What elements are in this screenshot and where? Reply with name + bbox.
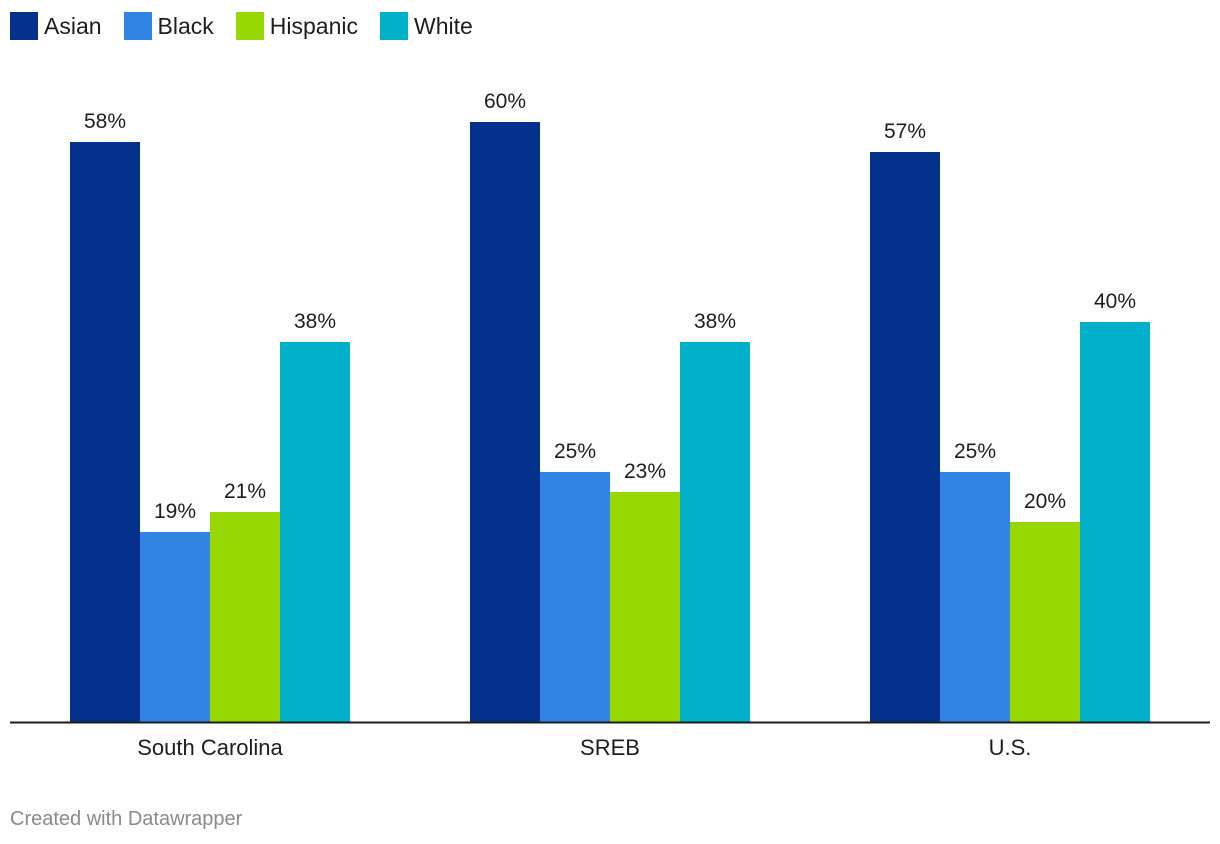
legend-label-hispanic: Hispanic [269, 12, 359, 39]
data-label-u-s-black: 25% [954, 440, 996, 463]
legend: Asian Black Hispanic White [10, 12, 473, 40]
data-label-south-carolina-white: 38% [294, 310, 336, 333]
category-label-sreb: SREB [580, 735, 640, 760]
legend-label-asian: Asian [44, 12, 102, 39]
legend-swatch-black [123, 12, 152, 40]
data-label-south-carolina-hispanic: 21% [224, 480, 266, 503]
bar-south-carolina-asian [70, 142, 140, 722]
bar-south-carolina-hispanic [210, 512, 280, 722]
legend-item-asian: Asian [10, 12, 102, 40]
bar-sreb-asian [470, 122, 540, 722]
legend-item-hispanic: Hispanic [235, 12, 359, 40]
bar-sreb-black [540, 472, 610, 722]
data-label-u-s-asian: 57% [884, 120, 926, 143]
data-label-sreb-hispanic: 23% [624, 460, 666, 483]
data-label-u-s-white: 40% [1094, 290, 1136, 313]
legend-item-black: Black [123, 12, 214, 40]
data-label-south-carolina-asian: 58% [84, 110, 126, 133]
legend-swatch-white [380, 12, 409, 40]
bar-south-carolina-black [140, 532, 210, 722]
bar-sreb-white [680, 342, 750, 722]
bar-u-s-white [1080, 322, 1150, 722]
footer-credit: Created with Datawrapper [10, 808, 243, 830]
bar-u-s-asian [870, 152, 940, 722]
bar-u-s-hispanic [1010, 522, 1080, 722]
category-label-u-s: U.S. [989, 735, 1032, 760]
data-label-sreb-black: 25% [554, 440, 596, 463]
legend-swatch-asian [10, 12, 38, 40]
category-label-south-carolina: South Carolina [137, 735, 283, 760]
data-label-u-s-hispanic: 20% [1024, 490, 1066, 513]
data-label-sreb-white: 38% [694, 310, 736, 333]
legend-item-white: White [380, 12, 473, 40]
legend-label-black: Black [157, 12, 214, 39]
legend-label-white: White [414, 12, 473, 39]
bar-sreb-hispanic [610, 492, 680, 722]
legend-swatch-hispanic [235, 12, 264, 40]
bar-south-carolina-white [280, 342, 350, 722]
data-label-sreb-asian: 60% [484, 90, 526, 113]
data-label-south-carolina-black: 19% [154, 500, 196, 523]
bar-u-s-black [940, 472, 1010, 722]
bar-chart: 58% 19% 21% 38% South Carolina 60% 25% 23% 38% SR… [10, 90, 1210, 760]
